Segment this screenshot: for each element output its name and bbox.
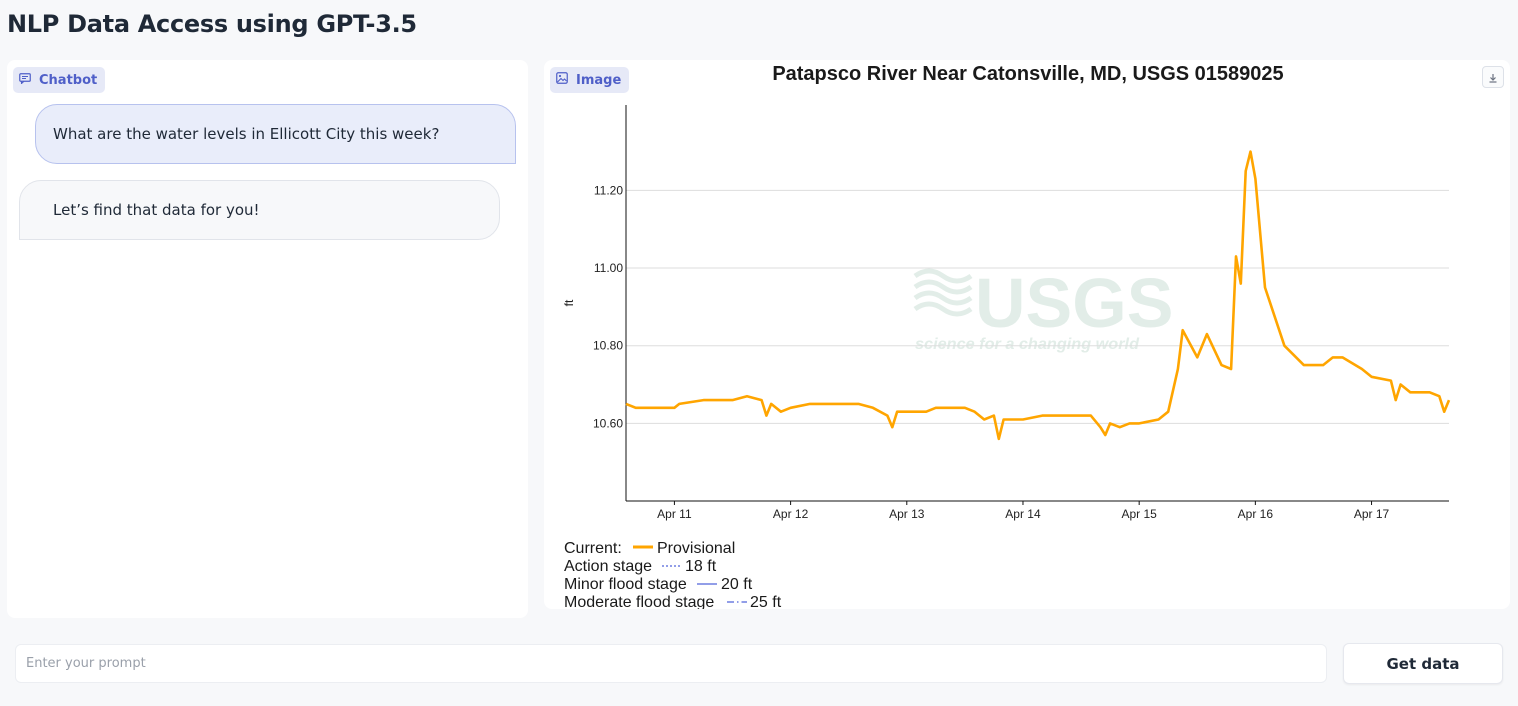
watermark-subtext: science for a changing world bbox=[915, 336, 1140, 353]
water-level-chart: Patapsco River Near Catonsville, MD, USG… bbox=[562, 63, 1451, 609]
x-tick-label: Apr 17 bbox=[1354, 507, 1390, 521]
bot-message-text: Let’s find that data for you! bbox=[53, 201, 260, 219]
legend-item-value: 25 ft bbox=[750, 594, 782, 609]
watermark-wave bbox=[913, 301, 973, 317]
chatbot-label-badge: Chatbot bbox=[13, 67, 106, 93]
legend-item-value: 18 ft bbox=[685, 558, 717, 575]
watermark-wave bbox=[913, 290, 973, 306]
image-panel: Patapsco River Near Catonsville, MD, USG… bbox=[544, 60, 1510, 609]
page-title: NLP Data Access using GPT-3.5 bbox=[7, 10, 417, 38]
user-message: What are the water levels in Ellicott Ci… bbox=[35, 104, 516, 164]
image-icon bbox=[556, 72, 568, 88]
legend-current-label: Current: bbox=[564, 540, 622, 557]
prompt-input[interactable] bbox=[15, 644, 1327, 683]
x-tick-label: Apr 16 bbox=[1238, 507, 1274, 521]
download-button[interactable] bbox=[1482, 66, 1504, 88]
chart-title: Patapsco River Near Catonsville, MD, USG… bbox=[772, 63, 1283, 85]
legend-item-label: Minor flood stage bbox=[564, 576, 687, 593]
watermark-text: USGS bbox=[975, 264, 1173, 342]
legend-item-label: Action stage bbox=[564, 558, 652, 575]
x-tick-label: Apr 11 bbox=[657, 507, 692, 521]
legend-item-label: Moderate flood stage bbox=[564, 594, 714, 609]
download-icon bbox=[1488, 68, 1498, 87]
legend-provisional-label: Provisional bbox=[657, 540, 735, 557]
bot-message: Let’s find that data for you! bbox=[19, 180, 500, 240]
y-axis-label: ft bbox=[562, 299, 576, 306]
y-tick-label: 11.00 bbox=[594, 261, 623, 275]
watermark-wave bbox=[913, 268, 973, 284]
chatbot-label: Chatbot bbox=[39, 72, 98, 88]
y-tick-label: 11.20 bbox=[594, 183, 623, 197]
image-label: Image bbox=[576, 72, 622, 88]
image-label-badge: Image bbox=[550, 67, 630, 93]
x-tick-label: Apr 15 bbox=[1121, 507, 1157, 521]
series-line-provisional bbox=[625, 150, 1451, 441]
y-tick-label: 10.80 bbox=[593, 339, 623, 353]
x-tick-label: Apr 13 bbox=[889, 507, 925, 521]
legend-item-value: 20 ft bbox=[721, 576, 753, 593]
get-data-button[interactable]: Get data bbox=[1343, 643, 1503, 684]
chat-bubble-icon bbox=[19, 72, 31, 88]
x-tick-label: Apr 12 bbox=[773, 507, 809, 521]
watermark-wave bbox=[913, 279, 973, 295]
chatbot-panel: Chatbot What are the water levels in Ell… bbox=[7, 60, 528, 618]
y-tick-label: 10.60 bbox=[593, 416, 623, 430]
x-tick-label: Apr 14 bbox=[1005, 507, 1041, 521]
user-message-text: What are the water levels in Ellicott Ci… bbox=[53, 125, 440, 143]
